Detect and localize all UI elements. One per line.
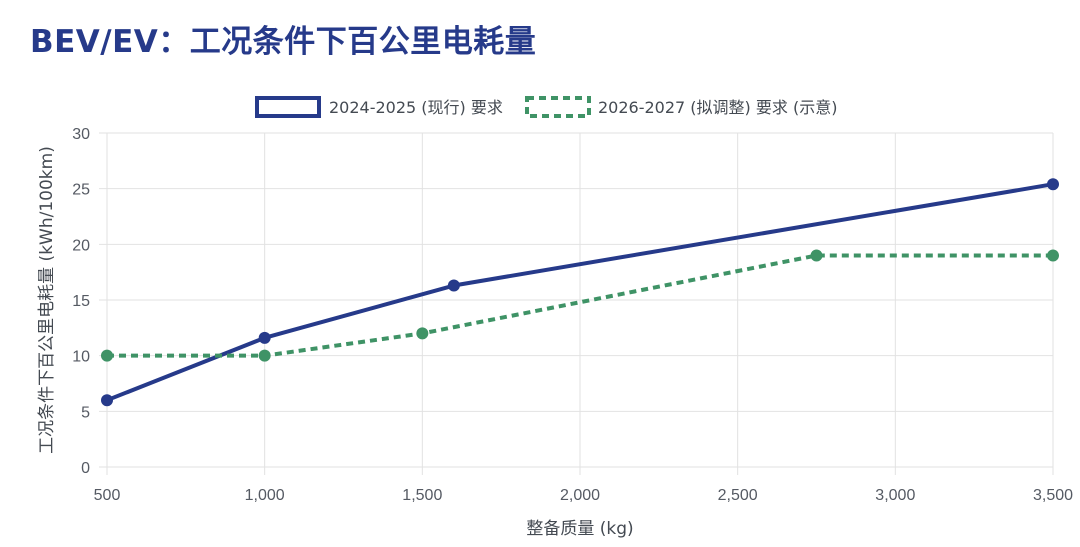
legend-label-series-2: 2026-2027 (拟调整) 要求 (示意) bbox=[598, 98, 837, 117]
series-line-1 bbox=[106, 182, 1054, 403]
x-tick-label: 3,500 bbox=[1033, 487, 1073, 504]
y-tick-label: 0 bbox=[81, 460, 90, 477]
x-axis-ticks: 500 1,000 1,500 2,000 2,500 3,000 3,500 bbox=[94, 487, 1073, 504]
data-point-series-2[interactable] bbox=[101, 349, 113, 362]
legend-item-series-2[interactable]: 2026-2027 (拟调整) 要求 (示意) bbox=[525, 96, 837, 118]
grid bbox=[99, 132, 1054, 475]
x-axis-label: 整备质量 (kg) bbox=[526, 519, 633, 539]
data-point-series-1[interactable] bbox=[101, 394, 113, 407]
y-tick-label: 5 bbox=[81, 404, 90, 421]
y-tick-label: 25 bbox=[72, 182, 90, 199]
legend-label-series-1: 2024-2025 (现行) 要求 bbox=[329, 98, 503, 117]
y-tick-label: 20 bbox=[72, 237, 90, 254]
page-title: BEV/EV：工况条件下百公里电耗量 bbox=[30, 24, 537, 60]
legend-swatch-series-1 bbox=[255, 96, 321, 118]
y-axis-label: 工况条件下百公里电耗量 (kWh/100km) bbox=[37, 146, 57, 454]
data-point-series-2[interactable] bbox=[258, 349, 271, 362]
y-tick-label: 15 bbox=[72, 293, 90, 310]
legend-swatch-series-2 bbox=[525, 96, 591, 118]
y-tick-label: 30 bbox=[72, 126, 90, 143]
data-point-series-2[interactable] bbox=[416, 327, 429, 340]
x-tick-label: 2,500 bbox=[718, 487, 758, 504]
x-tick-label: 3,000 bbox=[875, 487, 915, 504]
data-point-series-1[interactable] bbox=[447, 279, 460, 292]
legend[interactable]: 2024-2025 (现行) 要求 2026-2027 (拟调整) 要求 (示意… bbox=[255, 96, 837, 118]
data-point-series-2[interactable] bbox=[810, 249, 823, 262]
data-point-series-1[interactable] bbox=[258, 331, 271, 344]
data-point-series-1[interactable] bbox=[1047, 178, 1059, 191]
data-point-series-2[interactable] bbox=[1047, 249, 1059, 262]
x-tick-label: 1,000 bbox=[245, 487, 285, 504]
x-tick-label: 1,500 bbox=[402, 487, 442, 504]
legend-item-series-1[interactable]: 2024-2025 (现行) 要求 bbox=[255, 96, 503, 118]
x-tick-label: 2,000 bbox=[560, 487, 600, 504]
y-tick-label: 10 bbox=[72, 349, 90, 366]
y-axis-ticks: 0 5 10 15 20 25 30 bbox=[72, 126, 90, 477]
series-layer bbox=[101, 178, 1059, 407]
x-tick-label: 500 bbox=[94, 487, 121, 504]
